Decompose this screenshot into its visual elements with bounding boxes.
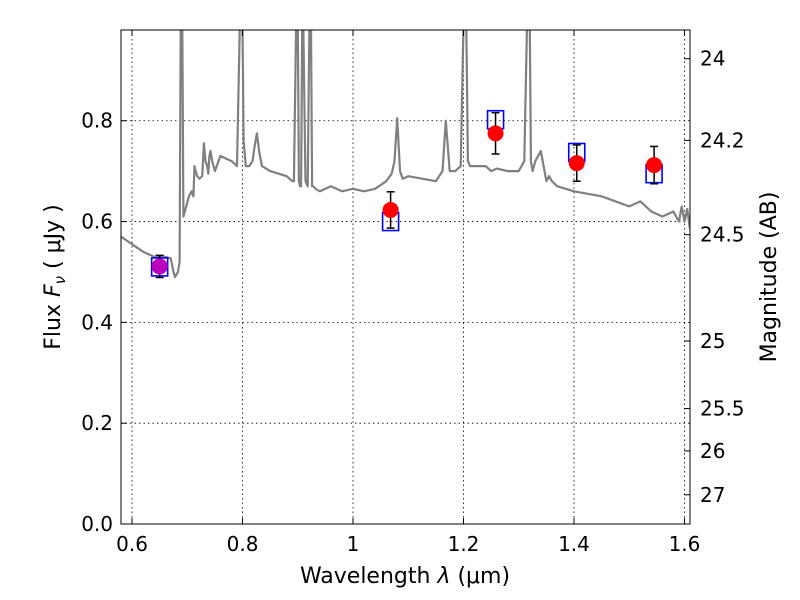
x-tick-label: 1 — [347, 532, 360, 556]
y2-tick-label: 24.5 — [700, 223, 745, 247]
y2-tick-label: 26 — [700, 439, 725, 463]
x-tick-label: 0.6 — [116, 532, 148, 556]
y2-tick-label: 24.2 — [700, 128, 745, 152]
x-axis-label: Wavelength λ (μm) — [300, 564, 510, 589]
data-point — [487, 125, 504, 142]
y2-tick-label: 27 — [700, 483, 725, 507]
y-tick-label: 0.4 — [81, 310, 113, 334]
y-tick-label: 0.2 — [81, 411, 113, 435]
y-tick-label: 0.6 — [81, 210, 113, 234]
plot-frame — [120, 29, 691, 525]
y-axis-label: Flux Fν ( μJy ) — [41, 204, 69, 349]
y2-axis-label: Magnitude (AB) — [757, 192, 782, 363]
spectrum-line — [121, 30, 690, 279]
data-point — [568, 155, 585, 172]
x-tick-label: 1.6 — [669, 532, 701, 556]
x-tick-label: 1.2 — [448, 532, 480, 556]
data-point — [646, 157, 663, 174]
spectrum-layer — [121, 30, 690, 279]
marker-layer — [150, 109, 663, 279]
grid — [121, 30, 690, 525]
y-tick-label: 0.8 — [81, 109, 113, 133]
y2-tick-label: 25.5 — [700, 397, 745, 421]
data-point — [151, 258, 168, 275]
data-point — [382, 201, 399, 218]
y-tick-label: 0.0 — [81, 512, 113, 536]
x-tick-label: 1.4 — [558, 532, 590, 556]
x-tick-label: 0.8 — [227, 532, 259, 556]
y2-tick-label: 24 — [700, 47, 725, 71]
y2-tick-label: 25 — [700, 329, 725, 353]
ticks: 0.6 0.8 1 1.2 1.4 1.6 0.0 0.2 0.4 0.6 0.8 24 24.2 24.… — [81, 30, 745, 556]
